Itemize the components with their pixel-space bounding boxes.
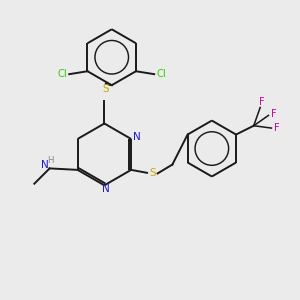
Text: S: S <box>149 168 156 178</box>
Text: Cl: Cl <box>57 69 67 79</box>
Text: F: F <box>271 109 277 119</box>
Text: F: F <box>259 97 265 106</box>
Text: H: H <box>47 156 53 165</box>
Text: F: F <box>274 123 280 133</box>
Text: N: N <box>133 133 140 142</box>
Text: S: S <box>103 84 109 94</box>
Text: N: N <box>102 184 110 194</box>
Text: Cl: Cl <box>157 69 166 79</box>
Text: N: N <box>41 160 49 170</box>
